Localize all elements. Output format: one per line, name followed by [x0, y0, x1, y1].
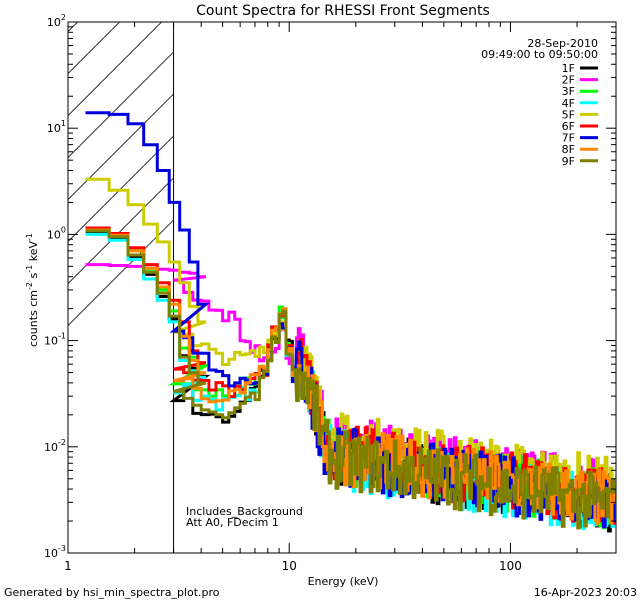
- footer-generated-by: Generated by hsi_min_spectra_plot.pro: [4, 586, 220, 599]
- x-axis-label: Energy (keV): [308, 575, 379, 588]
- y-label-part: s: [27, 272, 40, 281]
- y-axis-label: counts cm-2 s-1 keV-1: [25, 233, 40, 347]
- footer-timestamp: 16-Apr-2023 20:03: [534, 586, 637, 599]
- legend-label: 7F: [562, 132, 575, 145]
- hatch-line: [68, 22, 163, 116]
- y-tick-label: 100: [47, 225, 66, 241]
- x-tick-label: 1: [64, 559, 72, 573]
- hatch-line: [68, 51, 174, 158]
- header-date: 28-Sep-2010: [527, 37, 598, 50]
- y-label-part: counts cm: [27, 290, 40, 347]
- y-label-part: keV: [27, 241, 40, 265]
- y-tick-label: 10-1: [44, 332, 66, 348]
- legend-label: 2F: [562, 74, 575, 87]
- y-tick-label: 102: [47, 13, 66, 29]
- chart-title: Count Spectra for RHESSI Front Segments: [196, 3, 490, 19]
- hatch-line: [68, 22, 79, 32]
- legend-label: 8F: [562, 143, 575, 156]
- y-tick-label: 10-3: [44, 544, 66, 560]
- hatch-line: [68, 22, 121, 74]
- legend-label: 3F: [562, 85, 575, 98]
- plot-frame: [67, 21, 617, 554]
- y-label-exp: -1: [25, 233, 34, 241]
- y-tick-label: 10-2: [44, 438, 66, 454]
- series-line-9F: [85, 229, 616, 530]
- annotation-background: Includes_Background: [186, 505, 303, 518]
- legend-label: 4F: [562, 97, 575, 110]
- y-tick-label: 101: [47, 119, 66, 135]
- legend-label: 1F: [562, 62, 575, 75]
- legend-label: 9F: [562, 155, 575, 168]
- hatch-line: [68, 93, 174, 200]
- legend-label: 6F: [562, 120, 575, 133]
- y-label-exp: -1: [25, 265, 34, 273]
- header-time-range: 09:49:00 to 09:50:00: [481, 48, 598, 61]
- annotation-attenuator: Att A0, FDecim 1: [186, 516, 279, 529]
- x-tick-label: 10: [282, 559, 297, 573]
- y-label-exp: -2: [25, 282, 34, 290]
- x-tick-label: 100: [499, 559, 522, 573]
- legend-label: 5F: [562, 108, 575, 121]
